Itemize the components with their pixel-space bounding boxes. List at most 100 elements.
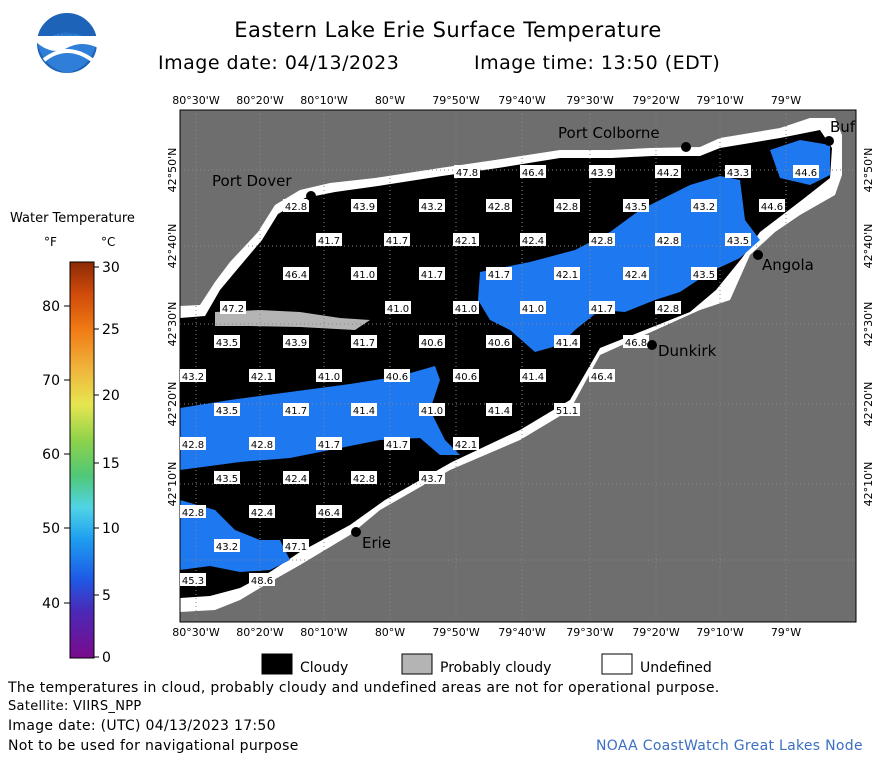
- svg-text:Probably cloudy: Probably cloudy: [440, 660, 551, 676]
- svg-text:45.3: 45.3: [182, 576, 204, 587]
- temperature-label: 43.3: [725, 165, 751, 179]
- latitude-labels-right: 42°50'N 42°40'N 42°30'N 42°20'N 42°10'N: [862, 148, 875, 507]
- temperature-label: 47.8: [454, 165, 480, 179]
- temperature-label: 48.6: [249, 573, 275, 587]
- longitude-label: 80°20'W: [236, 626, 284, 639]
- temperature-label: 43.9: [351, 199, 377, 213]
- svg-text:41.7: 41.7: [421, 270, 443, 281]
- svg-text:44.6: 44.6: [795, 168, 817, 179]
- noaa-logo: NOAA: [35, 11, 99, 75]
- legend-unit-f: °F: [44, 235, 57, 249]
- svg-text:43.9: 43.9: [353, 202, 375, 213]
- svg-text:Undefined: Undefined: [640, 660, 712, 676]
- temperature-label: 43.2: [214, 539, 240, 553]
- svg-text:41.0: 41.0: [421, 406, 443, 417]
- longitude-labels-bottom: 80°30'W 80°20'W 80°10'W 80°W 79°50'W 79°40'W 7…: [172, 626, 801, 639]
- longitude-labels-top: 80°30'W 80°20'W 80°10'W 80°W 79°50'W 79°40'W 7…: [172, 94, 801, 107]
- temperature-labels: 47.8 46.4 43.9 44.2 43.3 44.6 42.8 43.9 43.2 42.8…: [180, 165, 819, 587]
- temperature-label: 41.0: [316, 369, 342, 383]
- temperature-label: 40.6: [486, 335, 512, 349]
- svg-text:41.7: 41.7: [318, 236, 340, 247]
- longitude-label: 80°30'W: [172, 626, 220, 639]
- celsius-tick: 30: [102, 260, 120, 276]
- svg-text:42.1: 42.1: [455, 236, 477, 247]
- temperature-label: 42.4: [283, 471, 309, 485]
- svg-text:Buf: Buf: [830, 118, 856, 136]
- svg-text:42.8: 42.8: [251, 440, 273, 451]
- temperature-label: 43.5: [214, 335, 240, 349]
- svg-text:Angola: Angola: [762, 256, 814, 274]
- temperature-label: 43.5: [691, 267, 717, 281]
- nav-warning-text: Not to be used for navigational purpose: [8, 738, 299, 754]
- svg-text:41.0: 41.0: [455, 304, 477, 315]
- svg-text:41.7: 41.7: [318, 440, 340, 451]
- clear-water-east: [478, 176, 760, 352]
- temperature-label: 42.1: [453, 233, 479, 247]
- svg-text:42.1: 42.1: [556, 270, 578, 281]
- latitude-label: 42°40'N: [166, 224, 179, 269]
- svg-text:46.4: 46.4: [285, 270, 307, 281]
- svg-text:42.8: 42.8: [657, 304, 679, 315]
- temperature-label: 41.4: [351, 403, 377, 417]
- temperature-label: 41.0: [385, 301, 411, 315]
- celsius-tick: 0: [102, 650, 111, 666]
- temperature-label: 40.6: [384, 369, 410, 383]
- svg-text:47.2: 47.2: [222, 304, 244, 315]
- temperature-label: 46.4: [283, 267, 309, 281]
- temperature-label: 43.2: [691, 199, 717, 213]
- temperature-label: 42.8: [180, 437, 206, 451]
- place-marker: Angola: [753, 250, 814, 274]
- place-markers: Port Colborne Port Dover Angola Dunkirk Erie…: [212, 118, 856, 552]
- svg-text:43.2: 43.2: [693, 202, 715, 213]
- temperature-label: 42.8: [351, 471, 377, 485]
- temperature-label: 40.6: [419, 335, 445, 349]
- map-title: Eastern Lake Erie Surface Temperature: [234, 18, 662, 42]
- latitude-label: 42°20'N: [166, 382, 179, 427]
- svg-text:43.5: 43.5: [216, 406, 238, 417]
- temperature-label: 42.8: [589, 233, 615, 247]
- longitude-label: 80°W: [375, 626, 405, 639]
- fahrenheit-tick: 80: [42, 299, 60, 315]
- svg-text:43.5: 43.5: [216, 338, 238, 349]
- probably-cloudy-patch: [215, 310, 370, 330]
- svg-text:41.4: 41.4: [522, 372, 544, 383]
- temperature-label: 41.7: [351, 335, 377, 349]
- fahrenheit-tick: 60: [42, 447, 60, 463]
- legend-item: Cloudy: [261, 653, 348, 676]
- place-marker: Port Dover: [212, 172, 316, 201]
- temperature-label: 41.7: [316, 437, 342, 451]
- svg-text:42.1: 42.1: [455, 440, 477, 451]
- svg-text:46.4: 46.4: [522, 168, 544, 179]
- legend-unit-c: °C: [101, 235, 116, 249]
- svg-text:41.4: 41.4: [488, 406, 510, 417]
- temperature-label: 43.2: [180, 369, 206, 383]
- celsius-tick: 25: [102, 322, 120, 338]
- temperature-label: 41.0: [453, 301, 479, 315]
- legend-item: Probably cloudy: [401, 653, 551, 676]
- svg-text:43.7: 43.7: [421, 474, 443, 485]
- svg-text:41.0: 41.0: [387, 304, 409, 315]
- temperature-label: 41.0: [520, 301, 546, 315]
- temperature-label: 44.6: [793, 165, 819, 179]
- longitude-label: 79°50'W: [432, 94, 480, 107]
- svg-text:42.8: 42.8: [657, 236, 679, 247]
- fahrenheit-tick: 40: [42, 596, 60, 612]
- svg-text:Erie: Erie: [362, 534, 391, 552]
- longitude-label: 79°30'W: [566, 626, 614, 639]
- image-date: Image date: 04/13/2023: [158, 52, 400, 74]
- svg-text:40.6: 40.6: [455, 372, 477, 383]
- fahrenheit-tick: 70: [42, 373, 60, 389]
- svg-text:42.8: 42.8: [182, 508, 204, 519]
- longitude-label: 79°20'W: [632, 626, 680, 639]
- temperature-label: 42.8: [249, 437, 275, 451]
- latitude-label: 42°50'N: [166, 148, 179, 193]
- temperature-label: 47.1: [283, 539, 309, 553]
- svg-text:40.6: 40.6: [386, 372, 408, 383]
- longitude-label: 80°10'W: [300, 94, 348, 107]
- svg-text:43.5: 43.5: [693, 270, 715, 281]
- utc-date-text: Image date: (UTC) 04/13/2023 17:50: [8, 718, 276, 734]
- temperature-label: 46.4: [520, 165, 546, 179]
- image-time: Image time: 13:50 (EDT): [474, 52, 721, 74]
- svg-text:44.6: 44.6: [761, 202, 783, 213]
